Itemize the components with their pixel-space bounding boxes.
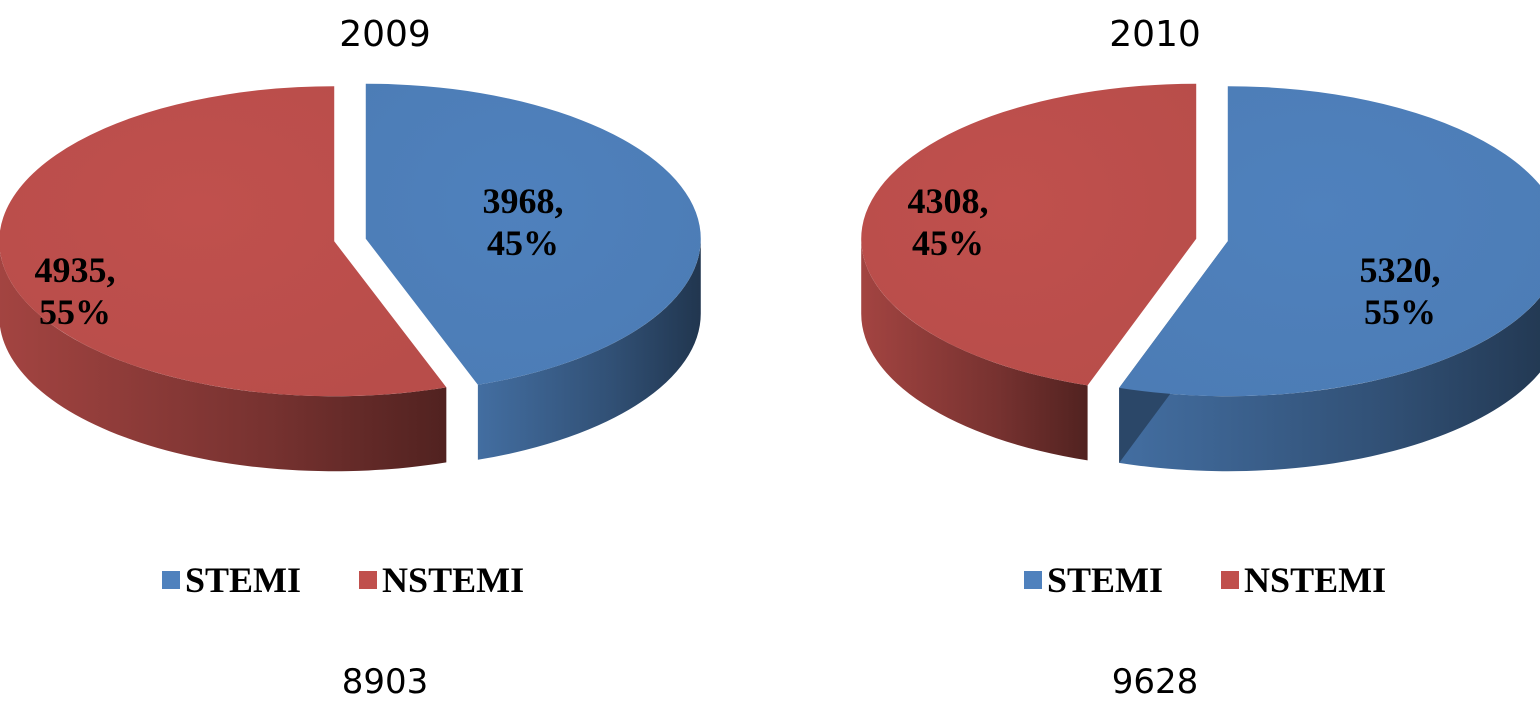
legend-label-nstemi: NSTEMI (382, 560, 525, 600)
chart-title: 2009 (339, 14, 431, 55)
slice-nstemi (0, 86, 447, 397)
legend-swatch-nstemi (1221, 571, 1240, 589)
legend-label-nstemi: NSTEMI (1244, 560, 1387, 600)
data-label-stemi: 5320, 55% (1360, 250, 1441, 332)
pie-tops (861, 83, 1540, 397)
pie-tops (0, 83, 701, 397)
legend: STEMI NSTEMI (162, 560, 524, 600)
legend-item-nstemi: NSTEMI (359, 559, 524, 601)
pie-sides (0, 238, 701, 472)
legend-label-stemi: STEMI (185, 560, 302, 600)
chart-2010: 2010 5320, 55% 4308, 45% STEMI NSTEMI 9628 (770, 0, 1540, 702)
legend-swatch-stemi (162, 571, 180, 589)
pie-chart-2010: 5320, 55% 4308, 45% (861, 83, 1540, 472)
legend-swatch-stemi (1024, 571, 1042, 589)
slice-stemi (365, 83, 701, 385)
data-label-nstemi: 4935, 55% (35, 250, 116, 332)
data-label-stemi: 3968, 45% (483, 181, 564, 263)
chart-2009: 2009 3968, 45% 4935, 55% STEMI NSTEMI 8903 (0, 14, 701, 702)
slice-side-nstemi (0, 251, 447, 472)
legend-item-stemi: STEMI (1024, 559, 1163, 601)
pie-chart-2009: 3968, 45% 4935, 55% (0, 83, 701, 472)
legend-item-nstemi: NSTEMI (1221, 559, 1386, 601)
legend-swatch-nstemi (359, 571, 378, 589)
slice-side-stemi (477, 238, 701, 460)
total-count: 9628 (1111, 662, 1199, 702)
slice-side-nstemi (861, 238, 1088, 461)
legend-item-stemi: STEMI (162, 559, 301, 601)
legend-label-stemi: STEMI (1047, 560, 1164, 600)
chart-title: 2010 (1109, 14, 1201, 55)
legend: STEMI NSTEMI (1024, 560, 1386, 600)
total-count: 8903 (341, 662, 429, 702)
slice-nstemi (861, 83, 1197, 386)
data-label-nstemi: 4308, 45% (908, 181, 989, 263)
slice-side-stemi (1119, 297, 1540, 472)
slice-stemi (1119, 86, 1540, 397)
